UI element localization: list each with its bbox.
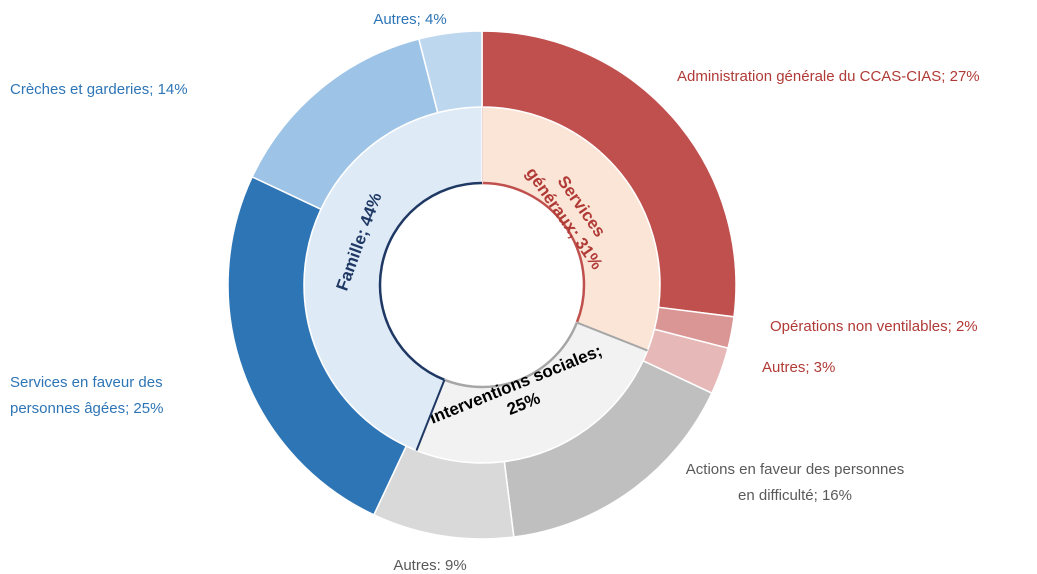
segment-divider [415, 379, 446, 451]
outer-label: Autres: 9% [393, 557, 466, 574]
outer-label: Administration générale du CCAS-CIAS; 27… [677, 68, 980, 85]
outer-label: en difficulté; 16% [738, 487, 852, 504]
outer-segment [227, 175, 408, 516]
outer-label: Crèches et garderies; 14% [10, 81, 188, 98]
outer-label: personnes âgées; 25% [10, 400, 163, 417]
outer-label: Autres; 4% [373, 11, 446, 28]
outer-segment [481, 30, 737, 318]
inner-edge [481, 181, 586, 324]
outer-label: Autres; 3% [762, 359, 835, 376]
inner-edge [378, 181, 483, 381]
outer-label: Services en faveur des [10, 374, 163, 391]
segment-divider [576, 321, 648, 352]
outer-label: Opérations non ventilables; 2% [770, 318, 978, 335]
outer-label: Actions en faveur des personnes [686, 461, 904, 478]
inner-edge [443, 322, 578, 389]
outer-segment [417, 30, 483, 114]
